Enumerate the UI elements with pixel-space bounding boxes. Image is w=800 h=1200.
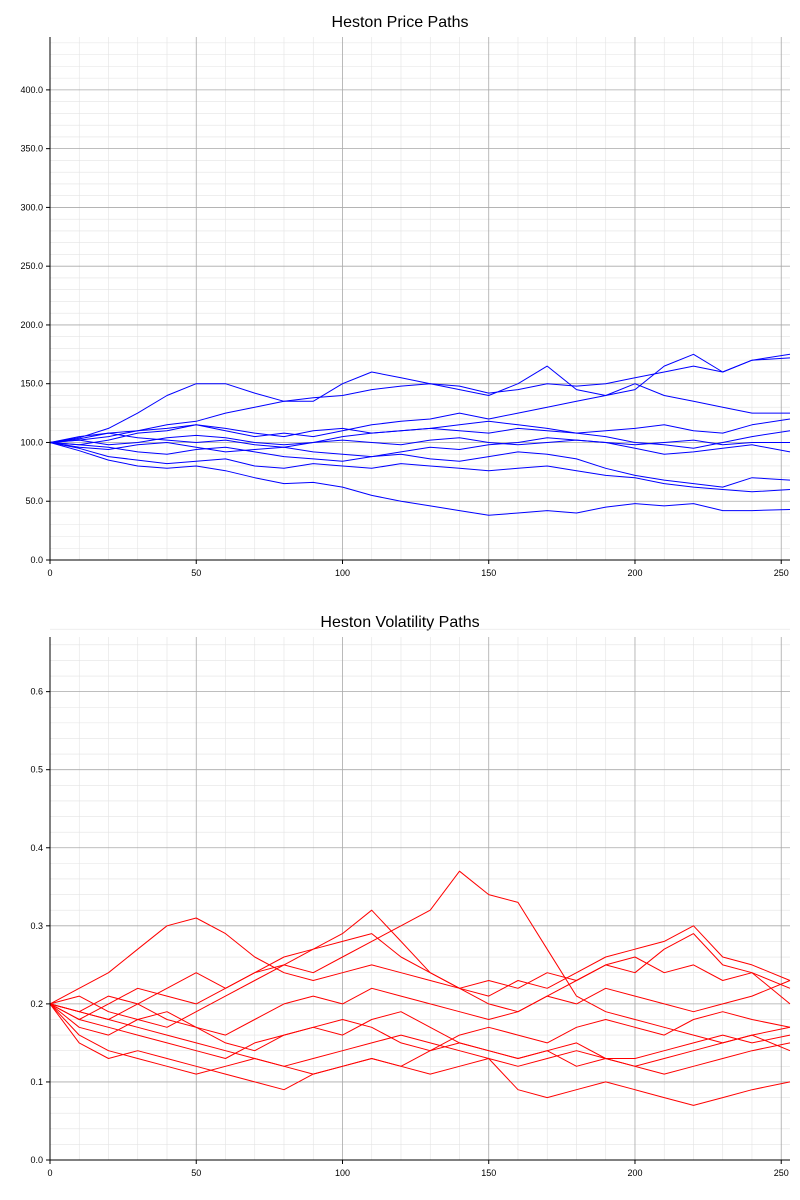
series-line-4 bbox=[49, 909, 791, 1020]
y-tick-label: 50.0 bbox=[25, 496, 43, 506]
chart-title: Heston Price Paths bbox=[332, 14, 469, 31]
grid bbox=[49, 628, 790, 1161]
chart-title: Heston Volatility Paths bbox=[320, 614, 479, 631]
x-tick-label: 50 bbox=[191, 568, 201, 578]
series-line-2 bbox=[49, 917, 791, 1005]
y-tick-label: 0.3 bbox=[30, 921, 43, 931]
series-line-1 bbox=[49, 357, 791, 443]
series-line-8 bbox=[49, 1003, 791, 1075]
y-tick-label: 300.0 bbox=[20, 202, 43, 212]
price-chart: Heston Price Paths 0 50 100 150 200 250 0.0 50.0… bbox=[20, 14, 791, 578]
y-tick-label: 200.0 bbox=[20, 320, 43, 330]
y-tick-label: 100.0 bbox=[20, 437, 43, 447]
series-line-9 bbox=[49, 1003, 791, 1091]
y-tick-label: 0.0 bbox=[30, 1155, 43, 1165]
x-tick-label: 50 bbox=[191, 1168, 201, 1178]
series-line-3 bbox=[49, 925, 791, 1020]
x-tick-label: 250 bbox=[774, 1168, 789, 1178]
x-tick-label: 0 bbox=[47, 1168, 52, 1178]
y-tick-label: 150.0 bbox=[20, 379, 43, 389]
y-tick-label: 0.4 bbox=[30, 843, 43, 853]
x-tick-label: 150 bbox=[481, 568, 496, 578]
series-line-1 bbox=[49, 870, 791, 1052]
series-line-2 bbox=[49, 353, 791, 443]
y-tick-label: 0.1 bbox=[30, 1077, 43, 1087]
series-line-9 bbox=[49, 442, 791, 493]
series-line-6 bbox=[49, 434, 790, 446]
y-tick-label: 0.0 bbox=[30, 555, 43, 565]
x-tick-label: 100 bbox=[335, 1168, 350, 1178]
x-tick-label: 0 bbox=[47, 568, 52, 578]
series-line-6 bbox=[49, 1003, 791, 1059]
series-line-5 bbox=[49, 427, 791, 449]
y-tick-label: 0.5 bbox=[30, 765, 43, 775]
grid bbox=[49, 37, 790, 561]
x-tick-label: 250 bbox=[774, 568, 789, 578]
volatility-chart: Heston Volatility Paths 0 50 100 150 200 250 0.… bbox=[30, 614, 791, 1178]
y-tick-label: 0.2 bbox=[30, 999, 43, 1009]
x-tick-label: 100 bbox=[335, 568, 350, 578]
series-group bbox=[49, 870, 791, 1106]
series-line-7 bbox=[49, 437, 791, 458]
y-tick-label: 250.0 bbox=[20, 261, 43, 271]
series-line-8 bbox=[49, 442, 791, 488]
series-line-10 bbox=[49, 442, 791, 516]
x-tick-label: 200 bbox=[627, 1168, 642, 1178]
y-tick-label: 400.0 bbox=[20, 85, 43, 95]
series-line-5 bbox=[49, 980, 791, 1036]
y-tick-label: 350.0 bbox=[20, 144, 43, 154]
y-tick-label: 0.6 bbox=[30, 687, 43, 697]
x-tick-label: 200 bbox=[627, 568, 642, 578]
series-line-7 bbox=[49, 1003, 791, 1067]
series-line-3 bbox=[49, 383, 790, 443]
x-tick-label: 150 bbox=[481, 1168, 496, 1178]
series-line-10 bbox=[49, 1003, 791, 1106]
series-group bbox=[49, 353, 791, 516]
